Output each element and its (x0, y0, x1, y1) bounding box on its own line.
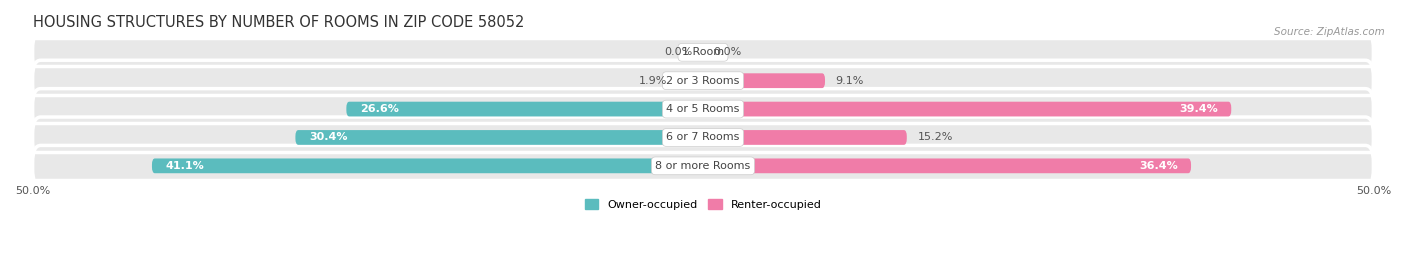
Text: 30.4%: 30.4% (309, 132, 347, 143)
FancyBboxPatch shape (703, 102, 1232, 116)
Text: 41.1%: 41.1% (166, 161, 204, 171)
FancyBboxPatch shape (346, 102, 703, 116)
Text: 6 or 7 Rooms: 6 or 7 Rooms (666, 132, 740, 143)
Text: Source: ZipAtlas.com: Source: ZipAtlas.com (1274, 27, 1385, 37)
Text: 4 or 5 Rooms: 4 or 5 Rooms (666, 104, 740, 114)
FancyBboxPatch shape (703, 130, 907, 145)
Text: 1 Room: 1 Room (682, 47, 724, 57)
FancyBboxPatch shape (32, 146, 1374, 186)
FancyBboxPatch shape (703, 73, 825, 88)
Text: 8 or more Rooms: 8 or more Rooms (655, 161, 751, 171)
Text: 9.1%: 9.1% (835, 76, 865, 86)
Text: 39.4%: 39.4% (1180, 104, 1218, 114)
Text: 2 or 3 Rooms: 2 or 3 Rooms (666, 76, 740, 86)
Text: 1.9%: 1.9% (638, 76, 666, 86)
FancyBboxPatch shape (32, 89, 1374, 129)
FancyBboxPatch shape (32, 60, 1374, 101)
FancyBboxPatch shape (678, 73, 703, 88)
FancyBboxPatch shape (295, 130, 703, 145)
FancyBboxPatch shape (32, 32, 1374, 73)
Text: 26.6%: 26.6% (360, 104, 399, 114)
FancyBboxPatch shape (703, 158, 1191, 173)
Text: 36.4%: 36.4% (1139, 161, 1178, 171)
Text: HOUSING STRUCTURES BY NUMBER OF ROOMS IN ZIP CODE 58052: HOUSING STRUCTURES BY NUMBER OF ROOMS IN… (32, 15, 524, 30)
Text: 0.0%: 0.0% (714, 47, 742, 57)
FancyBboxPatch shape (152, 158, 703, 173)
Text: 0.0%: 0.0% (664, 47, 692, 57)
Text: 15.2%: 15.2% (918, 132, 953, 143)
Legend: Owner-occupied, Renter-occupied: Owner-occupied, Renter-occupied (581, 195, 825, 214)
FancyBboxPatch shape (32, 117, 1374, 158)
